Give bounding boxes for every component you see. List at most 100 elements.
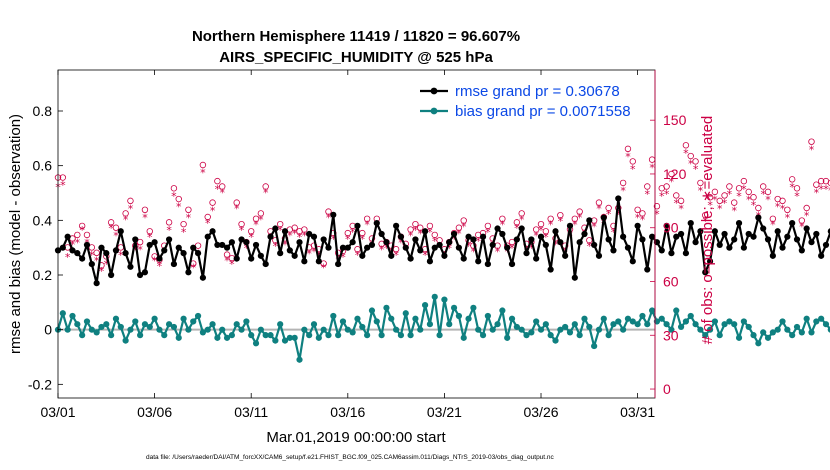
- bias-point: [373, 318, 380, 325]
- rmse-point: [760, 225, 767, 232]
- obs-evaluated-point: *: [60, 179, 66, 192]
- obs-evaluated-point: *: [674, 197, 680, 210]
- x-tick-label: 03/26: [523, 404, 558, 420]
- obs-possible-point: [219, 183, 226, 190]
- bias-point: [402, 310, 409, 317]
- obs-evaluated-point: *: [678, 203, 684, 216]
- obs-possible-point: [629, 158, 636, 165]
- rmse-point: [769, 252, 776, 259]
- obs-possible-point: [735, 185, 743, 192]
- rmse-point: [571, 274, 578, 281]
- obs-possible-point: [731, 199, 738, 206]
- bias-point: [354, 315, 361, 322]
- bias-point: [576, 332, 583, 339]
- obs-possible-point: [363, 215, 371, 222]
- obs-evaluated-point: *: [514, 222, 520, 235]
- obs-evaluated-point: *: [224, 254, 230, 267]
- bias-point: [383, 304, 390, 311]
- rmse-point: [658, 247, 665, 254]
- bias-point: [489, 326, 496, 333]
- bias-point: [663, 321, 670, 328]
- rmse-point: [252, 241, 260, 249]
- obs-evaluated-point: *: [828, 185, 830, 198]
- obs-possible-point: [78, 222, 86, 230]
- obs-possible-point: [764, 188, 772, 196]
- rmse-point: [310, 233, 318, 240]
- bias-point: [513, 323, 520, 331]
- obs-evaluated-point: *: [596, 203, 602, 216]
- rmse-point: [735, 219, 743, 227]
- right-y-tick-label: 150: [663, 112, 687, 128]
- obs-evaluated-point: *: [321, 262, 327, 275]
- bias-point: [711, 318, 718, 325]
- bias-point: [103, 321, 110, 328]
- bias-point: [721, 321, 728, 328]
- rmse-point: [339, 244, 347, 251]
- obs-evaluated-point: *: [292, 228, 298, 241]
- bias-point: [190, 318, 197, 325]
- obs-evaluated-point: *: [746, 194, 752, 207]
- obs-possible-point: [165, 219, 173, 226]
- bias-point: [470, 304, 477, 311]
- bias-point: [769, 329, 776, 336]
- rmse-point: [161, 247, 168, 254]
- rmse-point: [286, 247, 293, 254]
- rmse-point: [803, 225, 810, 232]
- obs-evaluated-point: *: [166, 224, 172, 237]
- bias-point: [122, 337, 129, 344]
- obs-evaluated-point: *: [548, 219, 554, 232]
- rmse-point: [281, 228, 289, 235]
- obs-possible-point: [755, 204, 762, 212]
- obs-possible-point: [209, 199, 216, 206]
- obs-possible-point: [248, 228, 255, 235]
- obs-evaluated-point: *: [475, 235, 481, 248]
- bias-point: [755, 340, 762, 347]
- rmse-point: [789, 219, 796, 227]
- obs-evaluated-point: *: [789, 181, 795, 194]
- rmse-series: [54, 195, 830, 287]
- obs-evaluated-point: *: [422, 249, 428, 262]
- obs-evaluated-point: *: [239, 224, 245, 237]
- obs-possible-point: [301, 226, 308, 233]
- bias-point: [199, 329, 207, 336]
- rmse-point: [257, 252, 264, 259]
- rmse-point: [576, 239, 583, 246]
- bias-point: [127, 326, 134, 333]
- bias-point: [615, 318, 622, 325]
- rmse-point: [547, 266, 554, 273]
- obs-evaluated-point: *: [176, 201, 182, 214]
- obs-evaluated-point: *: [94, 254, 100, 267]
- rmse-point: [233, 255, 240, 262]
- obs-possible-point: [827, 179, 830, 187]
- left-y-axis-label: rmse and bias (model - observation): [7, 114, 24, 354]
- obs-possible-point: [513, 219, 521, 226]
- obs-possible-point: [484, 222, 492, 230]
- rmse-point: [393, 222, 400, 229]
- rmse-point: [629, 258, 636, 265]
- obs-possible-point: [673, 192, 680, 199]
- obs-evaluated-point: *: [606, 208, 612, 221]
- obs-possible-point: [88, 244, 96, 251]
- obs-possible-point: [257, 210, 265, 217]
- obs-possible-point: [537, 220, 545, 228]
- obs-possible-point: [204, 213, 211, 221]
- obs-evaluated-point: *: [630, 163, 636, 176]
- obs-evaluated-point: *: [780, 203, 786, 216]
- obs-possible-point: [702, 211, 709, 219]
- obs-evaluated-point: *: [654, 208, 660, 221]
- obs-possible-point: [721, 192, 728, 199]
- bias-point: [644, 321, 651, 328]
- obs-evaluated-point: *: [253, 219, 259, 232]
- obs-possible-point: [127, 197, 134, 205]
- obs-evaluated-point: *: [500, 219, 506, 232]
- obs-possible-point: [798, 217, 806, 224]
- rmse-point: [721, 230, 728, 238]
- bias-point: [446, 321, 453, 328]
- rmse-point: [277, 250, 284, 257]
- bias-point: [426, 321, 434, 328]
- rmse-point: [364, 244, 371, 251]
- bias-point: [682, 318, 690, 325]
- obs-evaluated-point: *: [640, 213, 646, 226]
- obs-evaluated-point: *: [282, 238, 288, 251]
- rmse-point: [103, 250, 110, 257]
